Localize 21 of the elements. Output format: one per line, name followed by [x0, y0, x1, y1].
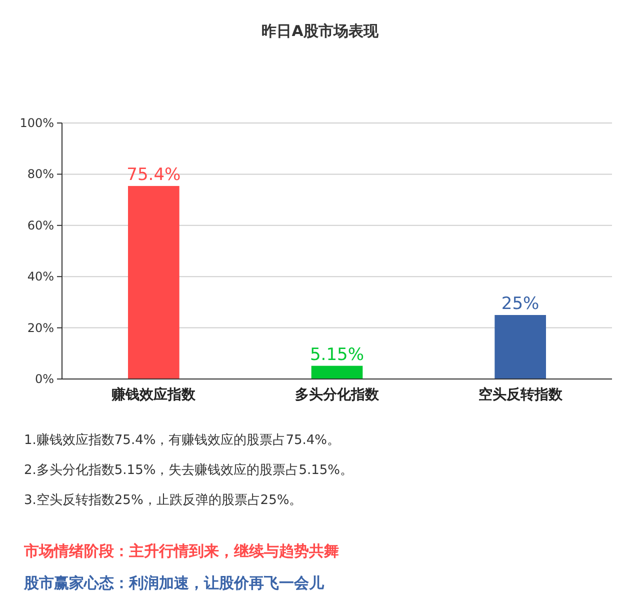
chart-title: 昨日A股市场表现 [262, 22, 380, 40]
text: 股市赢家心态：利润加速，让股价再飞一会儿 [23, 574, 325, 592]
data-label: 75.4% [126, 164, 181, 185]
text: 2.多头分化指数5.15%，失去赚钱效应的股票占5.15%。 [24, 462, 353, 478]
bar [311, 366, 363, 379]
y-tick-label: 20% [27, 320, 54, 335]
x-tick-label: 赚钱效应指数 [110, 386, 197, 403]
text: 1.赚钱效应指数75.4%，有赚钱效应的股票占75.4%。 [24, 432, 340, 448]
text: 3.空头反转指数25%，止跌反弹的股票占25%。 [24, 493, 302, 508]
y-tick-label: 40% [27, 270, 54, 284]
y-tick-label: 80% [27, 167, 54, 182]
y-tick-label: 60% [27, 218, 54, 232]
data-label: 25% [501, 294, 540, 314]
bar [128, 186, 180, 379]
bar [494, 315, 546, 379]
x-tick-label: 多头分化指数 [295, 387, 380, 403]
text: 市场情绪阶段：主升行情到来，继续与趋势共舞 [23, 542, 339, 560]
x-tick-label: 空头反转指数 [478, 386, 564, 403]
y-tick-label: 100% [20, 116, 54, 130]
data-label: 5.15% [310, 344, 364, 365]
y-tick-label: 0% [34, 372, 54, 386]
